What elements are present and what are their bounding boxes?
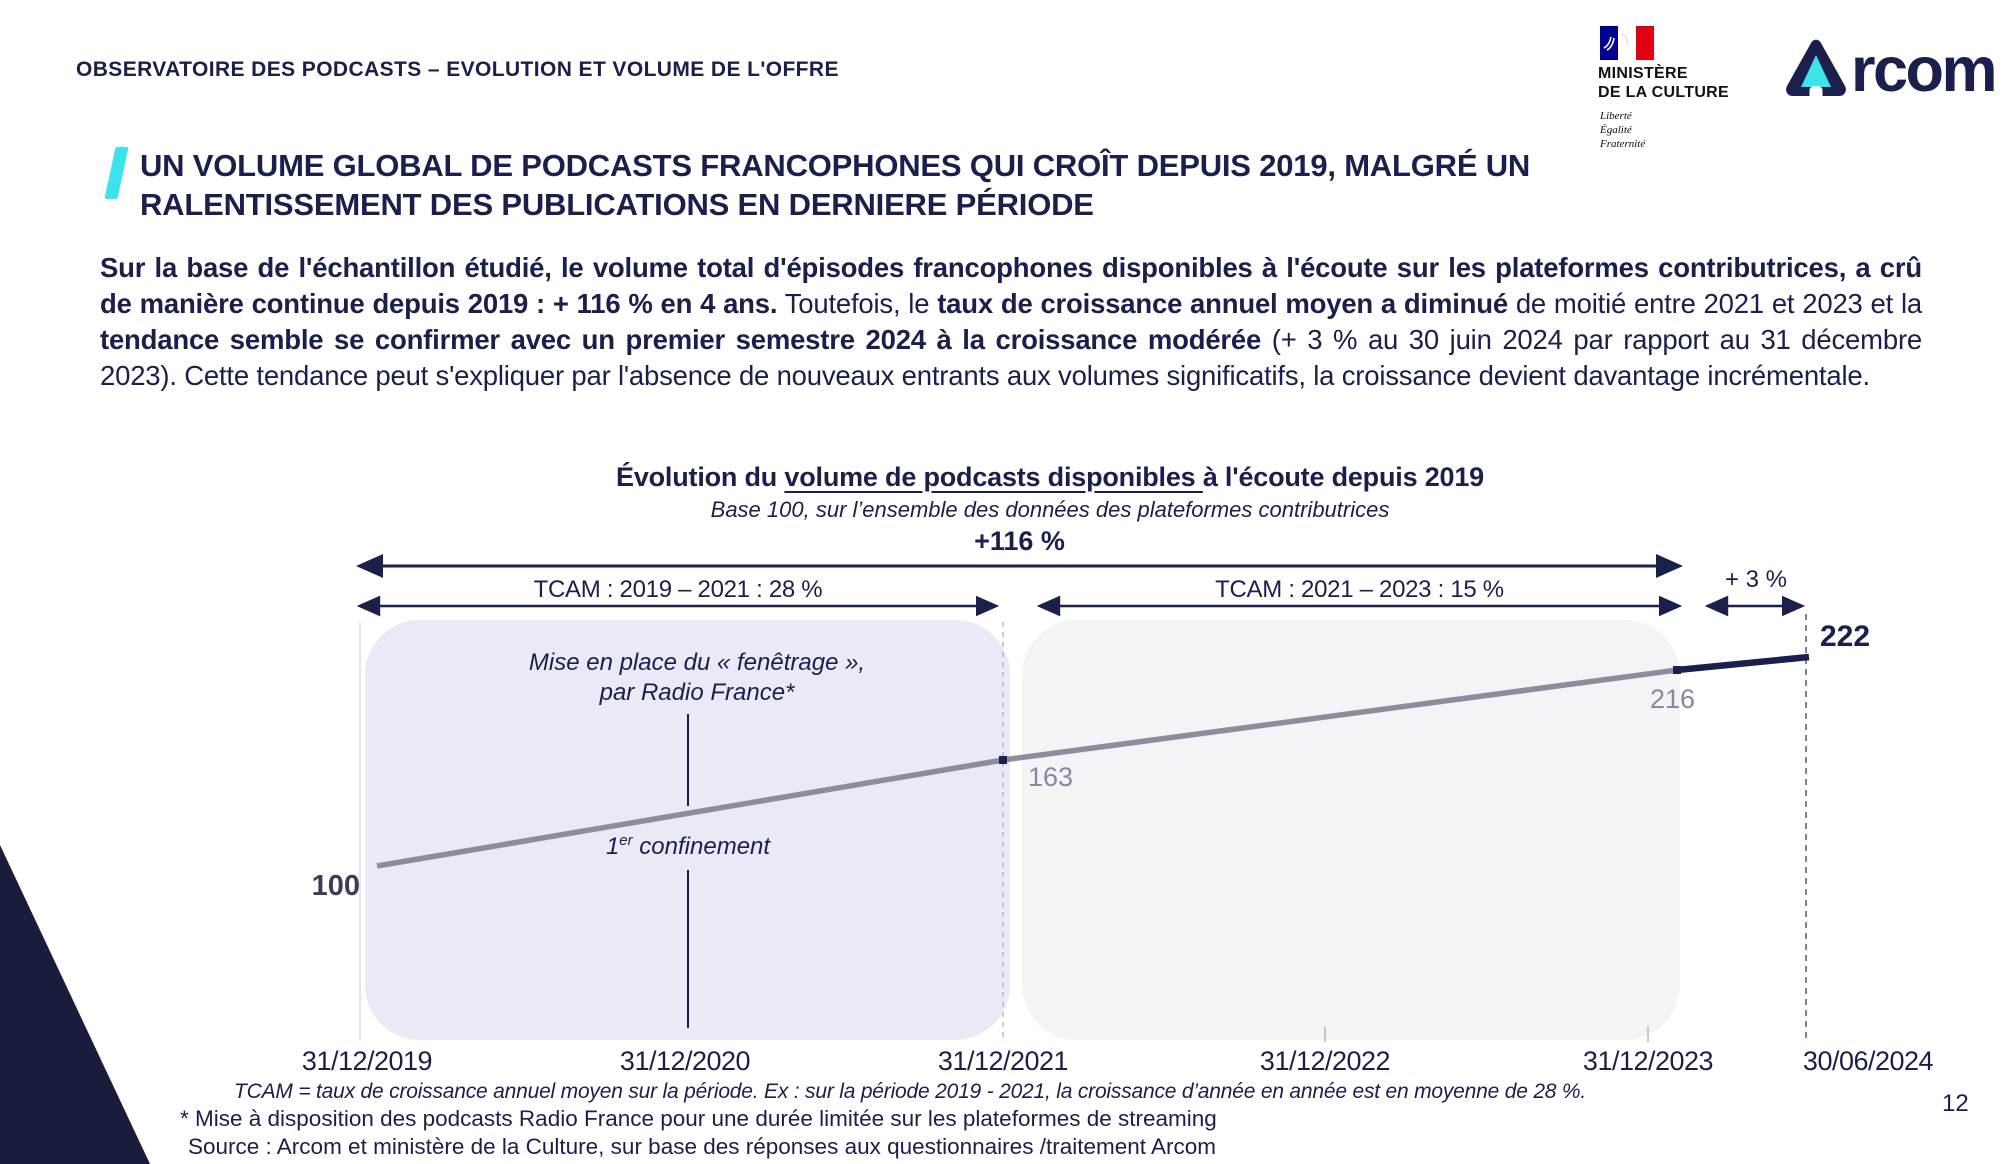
- paragraph-segment: Sur la base de l'échantillon étudié, le …: [100, 252, 1922, 319]
- footnote-asterisk: * Mise à disposition des podcasts Radio …: [180, 1106, 1217, 1131]
- value-label-2019: 100: [311, 870, 360, 902]
- arcom-logo: rcom: [1782, 35, 1998, 105]
- annotation-confinement: 1er confinement: [538, 832, 838, 861]
- confinement-rest: confinement: [632, 833, 771, 860]
- x-axis-label-2024: 30/06/2024: [1802, 1046, 1934, 1076]
- last-growth-label: + 3 %: [1724, 566, 1788, 593]
- confinement-sup: er: [619, 832, 633, 849]
- chart-title-post: à l'écoute depuis 2019: [1202, 462, 1484, 492]
- x-axis-label-2019: 31/12/2019: [301, 1046, 433, 1076]
- chart-title-pre: Évolution du: [616, 462, 785, 492]
- tcam-2021-2023-label: TCAM : 2021 – 2023 : 15 %: [1215, 576, 1504, 603]
- value-label-2024: 222: [1820, 620, 1871, 653]
- chart-subtitle: Base 100, sur l’ensemble des données des…: [710, 497, 1390, 522]
- value-label-2023: 216: [1650, 684, 1696, 714]
- data-line-navy-final: [1676, 653, 1810, 674]
- paragraph-segment: (+ 3 % au 30 juin 2024 par rapport au 31…: [100, 324, 1922, 391]
- total-growth-label: +116 %: [974, 526, 1065, 556]
- footnote-tcam-definition: TCAM = taux de croissance annuel moyen s…: [234, 1080, 1587, 1103]
- annotation-fenetrage-line2: par Radio France*: [599, 679, 795, 706]
- headline-slash-icon: [104, 147, 129, 199]
- x-axis-label-2021: 31/12/2021: [937, 1046, 1069, 1076]
- annotation-fenetrage-line1: Mise en place du « fenêtrage »,: [528, 649, 866, 676]
- x-axis-label-2023: 31/12/2023: [1582, 1046, 1714, 1076]
- motto-liberte: Liberté: [1600, 110, 1632, 122]
- annotation-fenetrage: Mise en place du « fenêtrage », par Radi…: [447, 648, 947, 708]
- paragraph-segment: taux de croissance annuel moyen a diminu…: [937, 288, 1508, 319]
- corner-triangle-decoration: [0, 845, 150, 1164]
- page-number: 12: [1942, 1090, 1969, 1117]
- headline-line1: UN VOLUME GLOBAL DE PODCASTS FRANCOPHONE…: [140, 148, 1531, 183]
- x-axis-label-2020: 31/12/2020: [619, 1046, 751, 1076]
- tcam-2019-2021-label: TCAM : 2019 – 2021 : 28 %: [533, 576, 823, 603]
- paragraph-segment: de moitié entre 2021 et 2023 et la: [1507, 288, 1922, 319]
- ministry-culture-logo: MINISTÈRE DE LA CULTURE Liberté Égalité …: [1598, 26, 1778, 151]
- french-flag-icon: [1600, 26, 1654, 60]
- ministry-name-line1: MINISTÈRE: [1598, 65, 1688, 82]
- ministry-name: MINISTÈRE DE LA CULTURE: [1598, 64, 1778, 102]
- ministry-name-line2: DE LA CULTURE: [1598, 84, 1730, 101]
- ministry-motto: Liberté Égalité Fraternité: [1600, 109, 1778, 151]
- headline-line2: RALENTISSEMENT DES PUBLICATIONS EN DERNI…: [140, 187, 1094, 222]
- paragraph-segment: Toutefois, le: [777, 288, 938, 319]
- motto-fraternite: Fraternité: [1600, 138, 1646, 150]
- chart-period-box-2021-2023: [1022, 620, 1680, 1040]
- chart-title-underlined: volume de podcasts disponibles: [784, 462, 1203, 492]
- value-label-2021: 163: [1028, 762, 1074, 792]
- confinement-num: 1: [605, 833, 620, 860]
- chart-title: Évolution du volume de podcasts disponib…: [300, 462, 1800, 493]
- paragraph-segment: tendance semble se confirmer avec un pre…: [100, 324, 1262, 355]
- body-paragraph: Sur la base de l'échantillon étudié, le …: [100, 250, 1922, 394]
- motto-egalite: Égalité: [1600, 124, 1632, 136]
- arcom-a-icon: [1786, 39, 1846, 96]
- headline: UN VOLUME GLOBAL DE PODCASTS FRANCOPHONE…: [140, 146, 1840, 224]
- slide-header-title: OBSERVATOIRE DES PODCASTS – EVOLUTION ET…: [76, 58, 839, 81]
- arcom-wordmark-text: rcom: [1851, 35, 1998, 105]
- footnote-source: Source : Arcom et ministère de la Cultur…: [188, 1134, 1217, 1159]
- x-axis-label-2022: 31/12/2022: [1259, 1046, 1391, 1076]
